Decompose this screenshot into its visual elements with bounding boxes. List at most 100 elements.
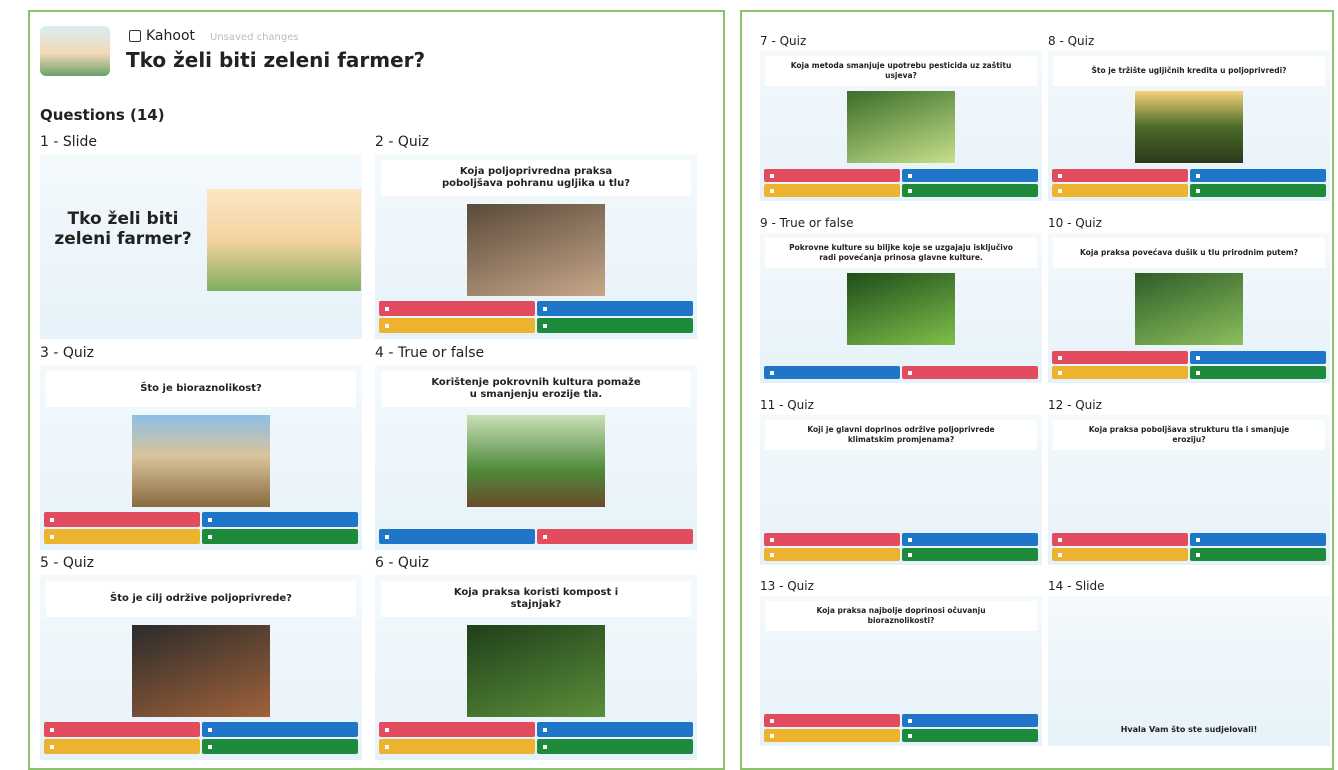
answer-icon: [908, 553, 912, 557]
question-label[interactable]: 12 - Quiz: [1048, 398, 1102, 412]
question-card[interactable]: Što je cilj održive poljoprivrede?: [40, 575, 362, 760]
question-label[interactable]: 8 - Quiz: [1048, 34, 1094, 48]
question-label[interactable]: 13 - Quiz: [760, 579, 814, 593]
question-card[interactable]: Hvala Vam što ste sudjelovali!: [1048, 596, 1330, 746]
answer-option[interactable]: [1190, 366, 1326, 379]
answer-option[interactable]: [1052, 351, 1188, 364]
answer-icon: [50, 518, 54, 522]
answer-option[interactable]: [764, 714, 900, 727]
answer-option[interactable]: [764, 169, 900, 182]
question-card[interactable]: Koji je glavni doprinos održive poljopri…: [760, 415, 1042, 565]
answer-option[interactable]: [764, 366, 900, 379]
answer-icon: [543, 745, 547, 749]
answer-option[interactable]: [902, 548, 1038, 561]
answer-option[interactable]: [764, 729, 900, 742]
page: Kahoot Unsaved changes Tko želi biti zel…: [0, 0, 1338, 767]
question-label[interactable]: 4 - True or false: [375, 345, 484, 361]
answer-option[interactable]: [202, 512, 358, 527]
question-card[interactable]: Koja metoda smanjuje upotrebu pesticida …: [760, 51, 1042, 201]
question-label[interactable]: 10 - Quiz: [1048, 216, 1102, 230]
answer-icon: [208, 745, 212, 749]
answer-icon: [1058, 174, 1062, 178]
question-card[interactable]: Koja poljoprivredna praksa poboljšava po…: [375, 154, 697, 339]
answer-option[interactable]: [1052, 366, 1188, 379]
answer-icon: [50, 535, 54, 539]
answer-option[interactable]: [379, 301, 535, 316]
question-label[interactable]: 5 - Quiz: [40, 555, 94, 571]
answer-option[interactable]: [1190, 548, 1326, 561]
question-label[interactable]: 9 - True or false: [760, 216, 854, 230]
question-label[interactable]: 1 - Slide: [40, 134, 97, 150]
answer-option[interactable]: [44, 739, 200, 754]
answer-option[interactable]: [764, 184, 900, 197]
question-card[interactable]: Što je bioraznolikost?: [40, 365, 362, 550]
question-label[interactable]: 3 - Quiz: [40, 345, 94, 361]
answer-option[interactable]: [1052, 169, 1188, 182]
answer-option[interactable]: [902, 184, 1038, 197]
question-card[interactable]: Koja praksa koristi kompost i stajnjak?: [375, 575, 697, 760]
answer-icon: [1196, 538, 1200, 542]
answer-icon: [908, 719, 912, 723]
question-image: [1135, 91, 1243, 163]
answer-icon: [1058, 553, 1062, 557]
answer-option[interactable]: [379, 529, 535, 544]
question-card[interactable]: Što je tržište ugljičnih kredita u poljo…: [1048, 51, 1330, 201]
question-text: Koja praksa poboljšava strukturu tla i s…: [1053, 420, 1325, 450]
answer-option[interactable]: [902, 169, 1038, 182]
question-card[interactable]: Pokrovne kulture su biljke koje se uzgaj…: [760, 233, 1042, 383]
answer-option[interactable]: [1190, 169, 1326, 182]
answer-icon: [1058, 189, 1062, 193]
answer-option[interactable]: [902, 366, 1038, 379]
answer-option[interactable]: [537, 722, 693, 737]
answer-icon: [770, 719, 774, 723]
question-image: [132, 415, 270, 507]
answer-option[interactable]: [379, 722, 535, 737]
answer-option[interactable]: [202, 739, 358, 754]
answer-option[interactable]: [379, 739, 535, 754]
question-image: [847, 91, 955, 163]
question-card[interactable]: Koja praksa najbolje doprinosi očuvanju …: [760, 596, 1042, 746]
question-label[interactable]: 6 - Quiz: [375, 555, 429, 571]
question-text: Korištenje pokrovnih kultura pomaže u sm…: [381, 371, 691, 407]
question-label[interactable]: 2 - Quiz: [375, 134, 429, 150]
app-name: Kahoot: [146, 28, 195, 44]
question-label[interactable]: 11 - Quiz: [760, 398, 814, 412]
answer-icon: [385, 745, 389, 749]
answer-icon: [385, 307, 389, 311]
kahoot-thumbnail: [40, 26, 110, 76]
answer-icon: [1058, 371, 1062, 375]
answer-option[interactable]: [764, 533, 900, 546]
answer-option[interactable]: [537, 739, 693, 754]
question-label[interactable]: 14 - Slide: [1048, 579, 1105, 593]
kahoot-title: Tko želi biti zeleni farmer?: [126, 48, 425, 72]
answer-option[interactable]: [1052, 533, 1188, 546]
answer-icon: [908, 174, 912, 178]
question-card[interactable]: Tko želi biti zeleni farmer?: [40, 154, 362, 339]
answer-option[interactable]: [44, 512, 200, 527]
answer-option[interactable]: [764, 548, 900, 561]
questions-heading: Questions (14): [40, 106, 165, 124]
answer-icon: [1196, 553, 1200, 557]
answer-option[interactable]: [902, 714, 1038, 727]
answer-option[interactable]: [902, 533, 1038, 546]
answer-option[interactable]: [1052, 184, 1188, 197]
answer-option[interactable]: [902, 729, 1038, 742]
answer-option[interactable]: [537, 529, 693, 544]
answer-option[interactable]: [202, 722, 358, 737]
answer-option[interactable]: [44, 722, 200, 737]
answer-option[interactable]: [1190, 351, 1326, 364]
question-label[interactable]: 7 - Quiz: [760, 34, 806, 48]
answer-option[interactable]: [1190, 533, 1326, 546]
answer-option[interactable]: [1190, 184, 1326, 197]
answer-option[interactable]: [44, 529, 200, 544]
answer-option[interactable]: [537, 318, 693, 333]
answer-option[interactable]: [537, 301, 693, 316]
answer-option[interactable]: [379, 318, 535, 333]
answer-option[interactable]: [202, 529, 358, 544]
answer-icon: [908, 371, 912, 375]
question-card[interactable]: Korištenje pokrovnih kultura pomaže u sm…: [375, 365, 697, 550]
question-card[interactable]: Koja praksa poboljšava strukturu tla i s…: [1048, 415, 1330, 565]
question-card[interactable]: Koja praksa povećava dušik u tlu prirodn…: [1048, 233, 1330, 383]
answer-option[interactable]: [1052, 548, 1188, 561]
question-text: Pokrovne kulture su biljke koje se uzgaj…: [765, 238, 1037, 268]
